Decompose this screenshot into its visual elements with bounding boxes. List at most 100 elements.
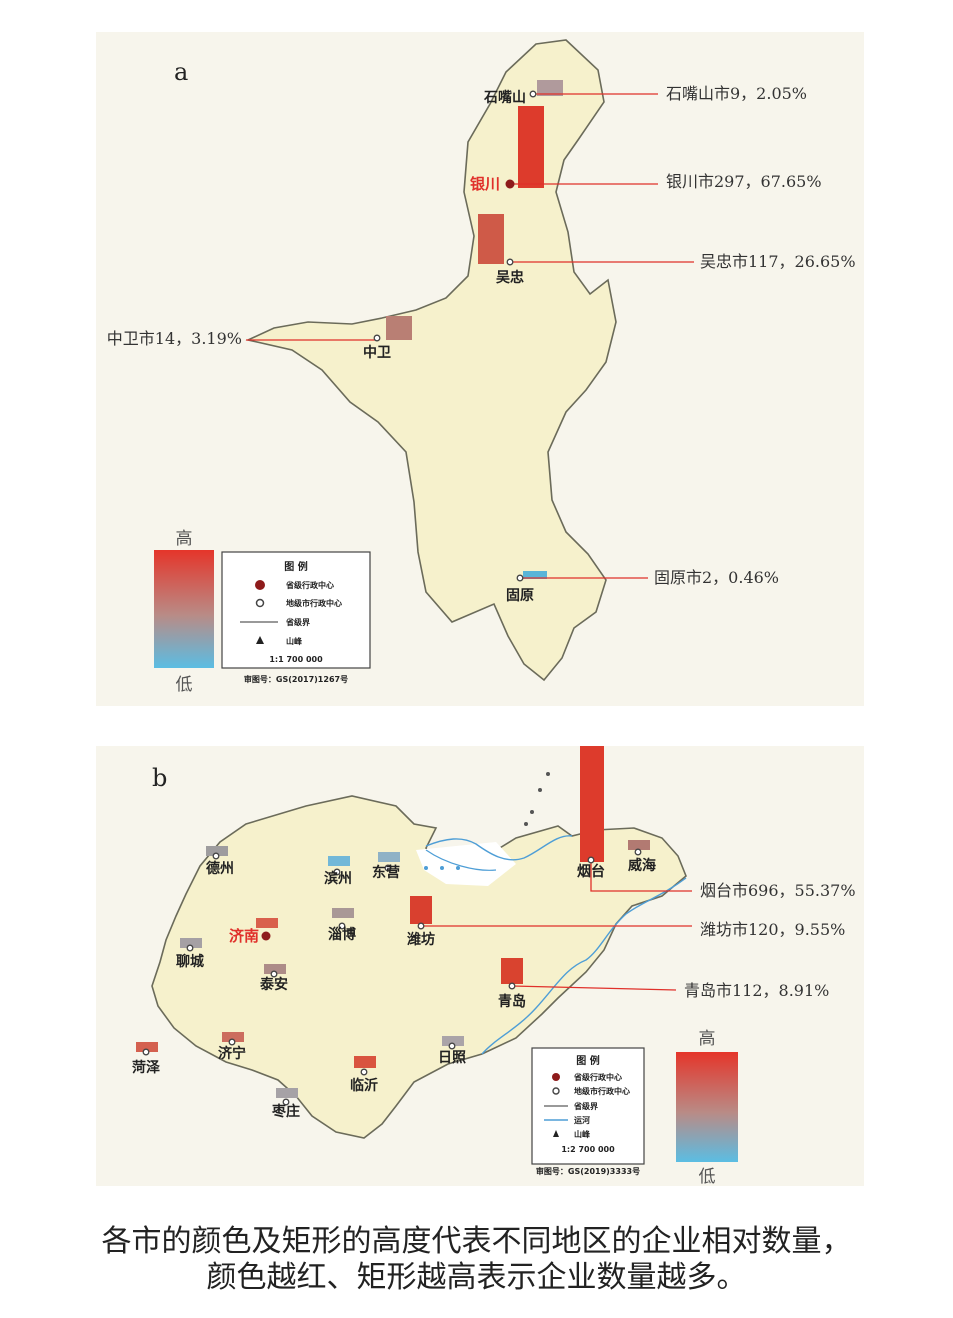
enterprise-count-bar	[478, 214, 504, 264]
coastline	[481, 877, 687, 1055]
enterprise-count-bar	[518, 106, 544, 188]
city-marker	[634, 848, 642, 856]
peak-symbol	[553, 1130, 559, 1137]
map-approval-number: 审图号：GS(2019)3333号	[536, 1166, 640, 1176]
sea-marker	[440, 866, 444, 870]
city-marker	[417, 922, 425, 930]
city-name-label: 石嘴山	[483, 89, 526, 106]
canal-line	[425, 849, 497, 871]
legend-item: 省级界	[285, 617, 311, 627]
coastline	[425, 835, 573, 861]
provincial-capital-symbol	[255, 580, 265, 590]
city-callout-label: 烟台市696，55.37%	[700, 881, 856, 900]
island-dot	[524, 822, 528, 826]
island-dot	[530, 810, 534, 814]
city-name-label: 中卫	[363, 344, 391, 361]
city-center-symbol	[552, 1087, 560, 1095]
enterprise-count-bar	[136, 1042, 158, 1052]
enterprise-count-bar	[276, 1088, 298, 1098]
city-name-label: 威海	[628, 857, 656, 874]
city-marker	[212, 852, 220, 860]
city-callout-label: 中卫市14，3.19%	[107, 329, 242, 348]
enterprise-count-bar	[328, 856, 350, 866]
legend-item: 山峰	[574, 1129, 590, 1139]
city-name-label: 济南	[229, 927, 259, 945]
legend-item: 省级界	[573, 1101, 599, 1111]
city-marker	[448, 1042, 456, 1050]
city-center-symbol	[255, 598, 265, 608]
legend-item: 省级行政中心	[285, 580, 334, 590]
legend-scale: 1:1 700 000	[269, 655, 323, 664]
island-dot	[546, 772, 550, 776]
city-marker	[360, 1068, 368, 1076]
city-name-label: 淄博	[328, 926, 356, 943]
peak-symbol	[256, 636, 264, 644]
city-marker	[508, 982, 516, 990]
city-name-label: 潍坊	[407, 931, 435, 948]
legend-item: 地级市行政中心	[286, 598, 342, 608]
color-scale-bar	[154, 550, 214, 668]
enterprise-count-bar	[206, 846, 228, 856]
city-callout-label: 潍坊市120，9.55%	[700, 920, 845, 939]
legend-item: 运河	[574, 1115, 590, 1125]
city-name-label: 滨州	[324, 870, 352, 887]
city-name-label: 济宁	[218, 1045, 246, 1062]
enterprise-count-bar	[537, 80, 563, 96]
color-scale-bar	[676, 1052, 738, 1162]
enterprise-count-bar	[256, 918, 278, 928]
city-marker	[506, 258, 514, 266]
enterprise-count-bar	[628, 840, 650, 850]
map-approval-number: 审图号：GS(2017)1267号	[244, 674, 348, 684]
city-marker	[587, 856, 595, 864]
enterprise-count-bar	[580, 746, 604, 862]
scale-high-label: 高	[699, 1029, 716, 1049]
city-name-label: 日照	[438, 1050, 466, 1066]
enterprise-count-bar	[180, 938, 202, 948]
city-name-label: 德州	[206, 860, 234, 877]
enterprise-count-bar	[264, 964, 286, 974]
enterprise-count-bar	[378, 852, 400, 862]
enterprise-count-bar	[222, 1032, 244, 1042]
city-name-label: 银川	[470, 175, 500, 193]
map-panel-b: b 图 例 省级行政中心 地级市行政中心 省级界 运河 山峰 1:2 700 0…	[96, 746, 864, 1186]
ningxia-province-shape	[245, 39, 617, 682]
city-marker	[270, 970, 278, 978]
enterprise-count-bar	[410, 896, 432, 924]
legend-box	[221, 551, 371, 669]
enterprise-count-bar	[386, 316, 412, 340]
panel-label: a	[174, 58, 188, 86]
city-name-label: 烟台	[577, 863, 605, 880]
scale-low-label: 低	[699, 1167, 716, 1186]
city-name-label: 枣庄	[271, 1103, 300, 1120]
city-marker	[282, 1098, 290, 1106]
figure-caption: 各市的颜色及矩形的高度代表不同地区的企业相对数量， 颜色越红、矩形越高表示企业数…	[0, 1224, 953, 1296]
city-callout-label: 青岛市112，8.91%	[684, 981, 829, 1000]
city-name-label: 聊城	[176, 953, 204, 970]
legend-title: 图 例	[576, 1054, 599, 1067]
enterprise-count-bar	[501, 958, 523, 984]
legend-item: 地级市行政中心	[574, 1086, 630, 1096]
city-name-label: 东营	[372, 864, 400, 881]
provincial-capital-marker	[505, 179, 515, 189]
scale-high-label: 高	[176, 529, 193, 549]
city-callout-label: 吴忠市117，26.65%	[700, 252, 856, 271]
legend-item: 省级行政中心	[573, 1072, 622, 1082]
sea-marker	[424, 866, 428, 870]
city-name-label: 固原	[506, 588, 534, 604]
city-marker	[186, 944, 194, 952]
city-name-label: 青岛	[498, 993, 526, 1010]
shandong-map: b 图 例 省级行政中心 地级市行政中心 省级界 运河 山峰 1:2 700 0…	[132, 746, 856, 1186]
panel-label: b	[152, 764, 167, 792]
city-name-label: 临沂	[350, 1077, 378, 1094]
city-marker	[516, 574, 524, 582]
city-name-label: 菏泽	[132, 1059, 160, 1076]
city-callout-label: 银川市297，67.65%	[666, 172, 822, 191]
city-name-label: 吴忠	[496, 270, 524, 286]
enterprise-count-bar	[523, 571, 547, 579]
enterprise-count-bar	[332, 908, 354, 918]
city-name-label: 泰安	[259, 976, 288, 993]
provincial-capital-marker	[261, 931, 271, 941]
city-marker	[338, 922, 346, 930]
city-marker	[142, 1048, 150, 1056]
enterprise-count-bar	[354, 1056, 376, 1068]
